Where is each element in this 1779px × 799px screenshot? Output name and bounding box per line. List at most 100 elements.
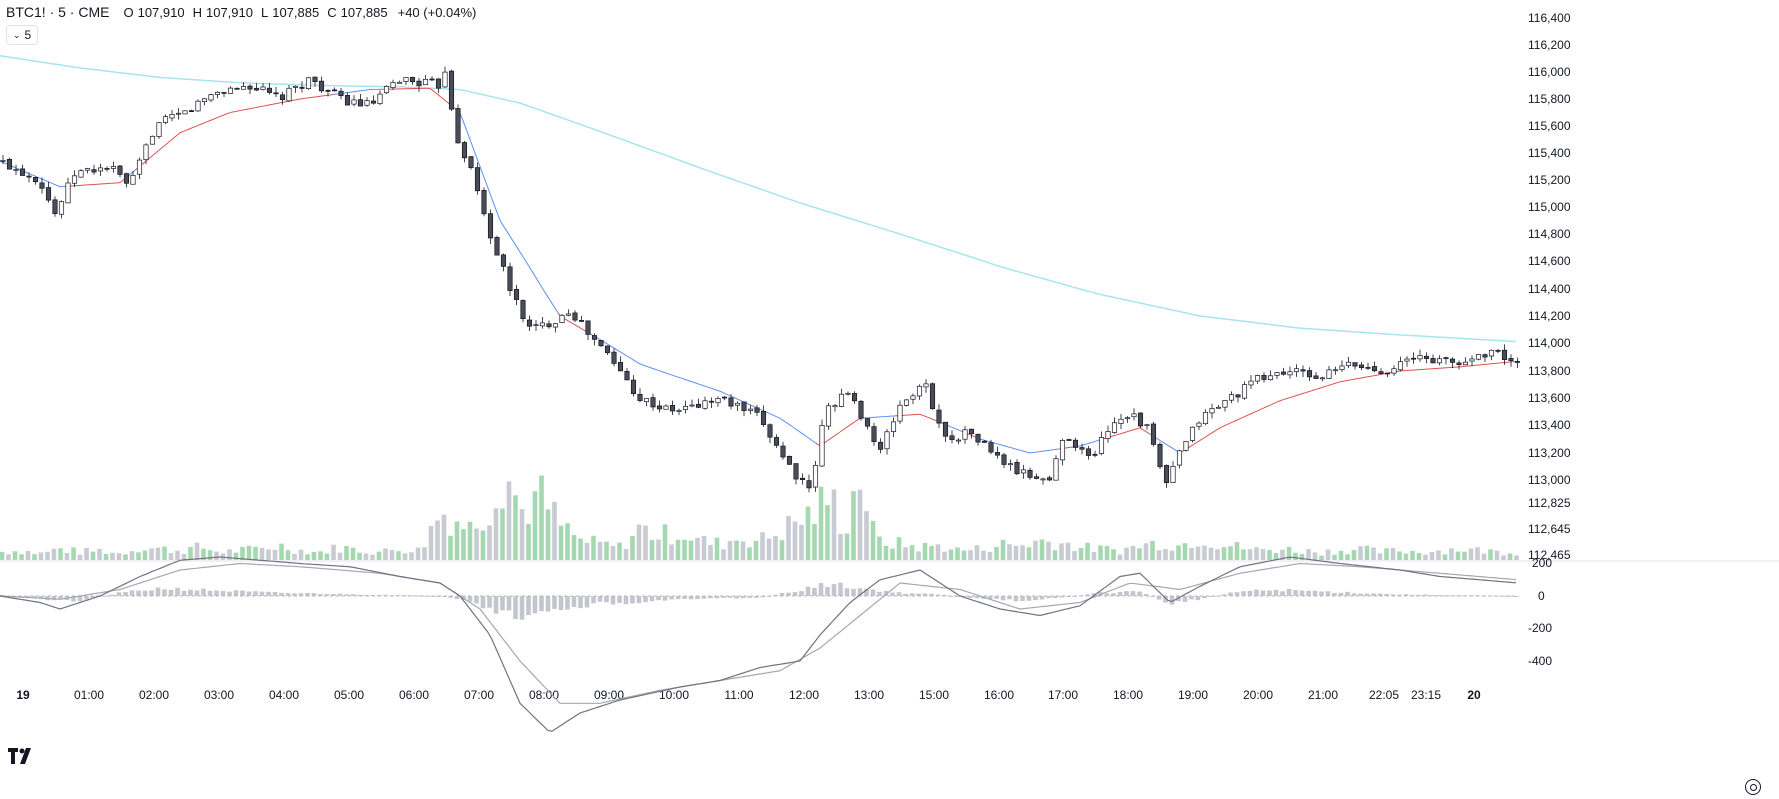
ma-fast-segment [644, 365, 649, 368]
volume-bar [181, 553, 187, 560]
macd-histogram-bar [1234, 592, 1240, 596]
candle-body [689, 404, 695, 407]
macd-histogram-bar [1410, 594, 1415, 596]
interval-button[interactable]: ⌄ 5 [6, 25, 39, 45]
volume-bar [870, 520, 876, 560]
ma-fast-segment [1091, 440, 1096, 443]
volume-bar [194, 542, 200, 560]
tradingview-logo[interactable] [8, 748, 36, 769]
candle-body [507, 266, 513, 291]
ma-fast-segment [947, 425, 952, 428]
volume-bar [740, 541, 746, 560]
ma-fast-segment [527, 264, 532, 270]
volume-bar [974, 545, 980, 560]
volume-bar [45, 551, 50, 560]
price-tick-label: 114,000 [1528, 336, 1571, 350]
macd-histogram-bar [396, 594, 401, 596]
macd-histogram-bar [1312, 590, 1318, 596]
ma-fast-segment [551, 303, 556, 309]
close-label: C [327, 5, 337, 20]
volume-bar [1215, 549, 1220, 560]
volume-bar [1000, 539, 1006, 560]
macd-histogram-bar [1228, 592, 1233, 596]
ma-fast-segment [749, 404, 754, 407]
candle-body [1345, 361, 1352, 366]
ma-fast-segment [29, 173, 34, 176]
ma-fast-segment [833, 433, 838, 437]
volume-bar [207, 550, 213, 560]
candle-body [1053, 458, 1059, 481]
candle-body [1241, 384, 1248, 399]
candle-body [942, 421, 949, 437]
candle-body [1196, 422, 1202, 427]
ma-fast-segment [443, 99, 448, 103]
time-tick-label: 18:00 [1113, 688, 1143, 702]
volume-bar [1306, 549, 1311, 560]
ma-fast-segment [1370, 375, 1375, 377]
ma-fast-segment [1253, 410, 1258, 413]
macd-histogram-bar [318, 593, 323, 596]
ma-fast-segment [269, 103, 274, 106]
ma-fast-segment [1310, 389, 1315, 392]
candle-body [234, 87, 240, 90]
macd-histogram-bar [1163, 596, 1168, 603]
macd-histogram-bar [617, 596, 622, 603]
ma-fast-segment [1271, 402, 1276, 405]
macd-histogram-bar [987, 596, 993, 600]
macd-histogram-bar [305, 592, 310, 596]
ma-fast-segment [191, 126, 196, 129]
ma-fast-segment [26, 172, 31, 175]
ma-fast-segment [197, 123, 202, 126]
ma-fast-segment [680, 377, 685, 380]
price-tick-label: 116,400 [1528, 11, 1571, 25]
ma-fast-segment [1085, 442, 1090, 445]
ma-fast-segment [1193, 441, 1198, 445]
ma-fast-segment [1331, 382, 1336, 385]
candle-body [526, 319, 533, 327]
macd-histogram-bar [864, 588, 869, 596]
macd-histogram-bar [805, 586, 811, 596]
candle-body [403, 77, 409, 82]
volume-bar [370, 554, 375, 560]
ma-fast-segment [533, 274, 538, 280]
time-tick-label: 22:05 [1369, 688, 1399, 702]
macd-histogram-bar [636, 596, 642, 604]
ma-fast-segment [1262, 406, 1267, 409]
macd-histogram-bar [1117, 591, 1123, 596]
volume-bar [656, 539, 661, 560]
volume-bar [721, 549, 726, 560]
macd-histogram-bar [227, 591, 232, 596]
ma-fast-segment [485, 182, 490, 191]
volume-bar [825, 505, 830, 560]
ma-fast-segment [1019, 449, 1024, 452]
ma-fast-segment [1169, 446, 1174, 450]
symbol-title[interactable]: BTC1! · 5 · CME [6, 4, 110, 20]
ma-fast-segment [635, 361, 640, 364]
macd-histogram-bar [259, 591, 265, 596]
ma-fast-segment [683, 378, 688, 381]
ma-fast-segment [278, 101, 283, 104]
volume-bar [1163, 548, 1168, 560]
macd-histogram-bar [1384, 593, 1389, 596]
volume-bar [253, 546, 258, 560]
time-tick-label: 11:00 [724, 688, 753, 702]
ma-fast-segment [2, 161, 7, 165]
ma-fast-segment [266, 104, 271, 106]
volume-bar [623, 548, 629, 560]
volume-bar [168, 553, 174, 560]
volume-bar [1455, 551, 1461, 560]
volume-bar [922, 542, 928, 560]
candle-body [162, 116, 169, 123]
ma-fast-segment [1340, 380, 1345, 383]
ma-fast-segment [1361, 376, 1366, 379]
open-value: 107,910 [137, 5, 185, 20]
time-tick-label: 17:00 [1048, 688, 1078, 702]
candle-body [331, 89, 338, 92]
macd-histogram-bar [1325, 591, 1331, 596]
candle-body [1371, 366, 1378, 372]
macd-histogram-bar [1026, 596, 1032, 601]
chart-settings-icon[interactable] [1745, 779, 1761, 795]
ma-fast-segment [1316, 387, 1321, 390]
macd-histogram-bar [1371, 593, 1376, 596]
